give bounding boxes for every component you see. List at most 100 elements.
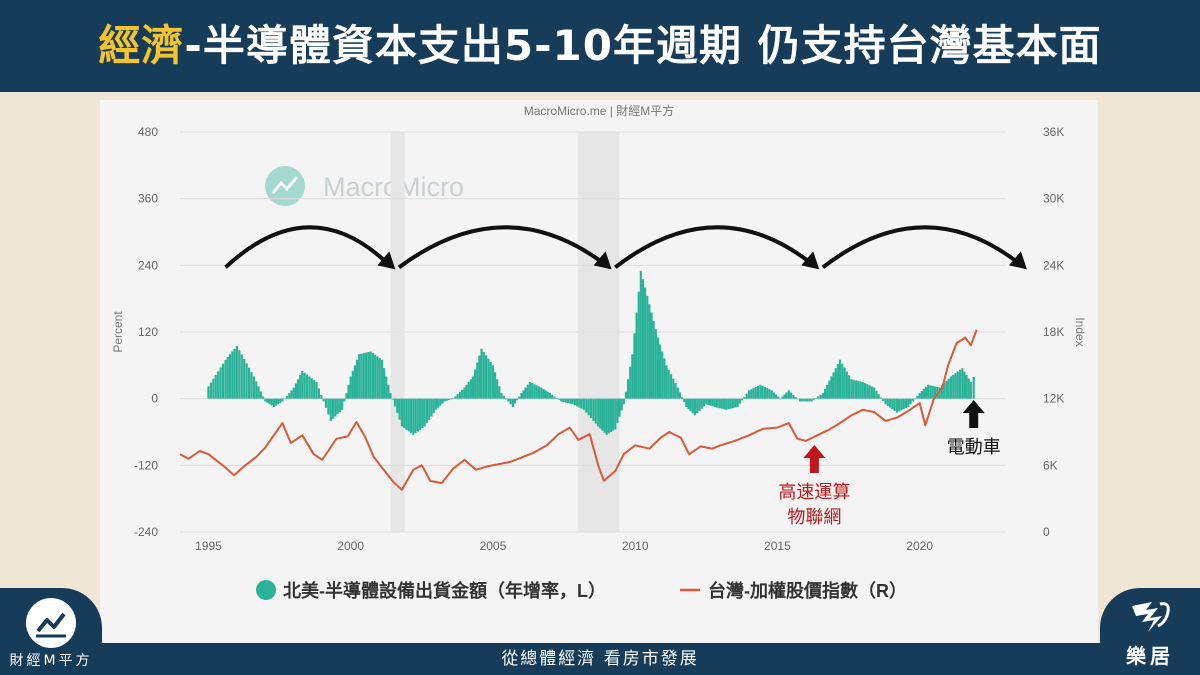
bar <box>766 388 769 399</box>
bar <box>338 398 341 412</box>
bar <box>478 355 481 399</box>
bird-logo-icon <box>1132 602 1170 632</box>
bar <box>873 387 876 399</box>
bar <box>587 398 590 416</box>
bar <box>612 398 615 431</box>
bar <box>393 398 397 407</box>
bar <box>283 398 286 400</box>
bar <box>792 394 795 399</box>
bar <box>689 398 692 412</box>
bar <box>759 384 762 399</box>
bar <box>826 384 829 399</box>
chart: MacroMicro.me | 財經M平方 MacroMicro Percent… <box>111 103 1087 601</box>
bar <box>777 396 780 399</box>
bar <box>646 295 649 399</box>
bar <box>315 382 318 399</box>
bar <box>522 390 525 399</box>
bar <box>841 363 844 399</box>
y-right-tick: 0 <box>1043 525 1050 539</box>
bar <box>609 398 613 432</box>
bar <box>656 337 660 399</box>
bar <box>665 365 668 399</box>
bar <box>648 304 651 399</box>
bar <box>620 398 623 411</box>
bar <box>518 396 521 399</box>
bar <box>945 380 948 399</box>
bar <box>403 398 406 429</box>
bar <box>922 388 926 399</box>
bar <box>376 356 379 399</box>
y-right-tick: 6K <box>1043 458 1058 472</box>
legend-label: 北美-半導體設備出貨金額（年增率，L） <box>283 580 606 601</box>
bar <box>902 398 905 410</box>
bar <box>487 358 490 399</box>
bar <box>947 378 950 399</box>
bar <box>416 398 419 432</box>
bar <box>383 368 386 399</box>
chart-source: MacroMicro.me | 財經M平方 <box>524 103 674 118</box>
bar <box>430 398 433 417</box>
bar <box>592 398 595 421</box>
bar <box>447 398 450 401</box>
bar <box>524 387 527 399</box>
bar <box>705 398 708 405</box>
annotation-arrow <box>803 445 826 473</box>
bar <box>573 398 576 406</box>
bar <box>474 369 477 399</box>
bar <box>414 398 417 434</box>
bar <box>654 329 657 399</box>
bar <box>277 398 280 405</box>
x-tick: 1995 <box>195 539 222 553</box>
bar <box>456 394 459 399</box>
cycle-arrow <box>821 225 1021 269</box>
bar <box>544 390 547 399</box>
bar <box>542 388 545 399</box>
bar <box>817 396 820 399</box>
bar <box>279 398 282 403</box>
bar <box>209 382 212 399</box>
bar <box>803 398 806 402</box>
bar <box>441 398 444 404</box>
bar <box>290 390 293 399</box>
bar <box>374 354 377 399</box>
bar <box>571 398 574 405</box>
bar <box>480 348 483 399</box>
bar <box>247 367 251 399</box>
bar <box>669 374 673 399</box>
bar <box>434 398 438 410</box>
bar <box>904 398 908 409</box>
bar <box>954 373 957 399</box>
bar <box>537 386 541 399</box>
bar <box>412 398 415 435</box>
bar <box>866 384 869 399</box>
bar <box>445 398 448 401</box>
bar <box>952 374 955 399</box>
y-left-tick: -240 <box>134 525 158 539</box>
bar <box>385 376 388 399</box>
bar <box>893 398 896 411</box>
cycle-arrow <box>224 225 389 269</box>
cycle-arrow <box>614 225 813 269</box>
bar <box>796 398 799 400</box>
bar <box>812 398 815 400</box>
bar <box>511 398 514 407</box>
x-tick: 2000 <box>337 539 364 553</box>
bar <box>528 382 532 399</box>
bar <box>564 398 567 403</box>
bar <box>533 384 536 399</box>
bar <box>616 398 619 423</box>
bar <box>425 398 429 424</box>
bar <box>857 380 860 399</box>
bar <box>489 362 492 399</box>
bar <box>310 378 313 399</box>
bar <box>713 398 716 407</box>
footer-slogan: 從總體經濟 看房市發展 <box>501 649 699 669</box>
bar <box>380 359 384 399</box>
bar <box>772 392 775 399</box>
bar <box>303 372 306 399</box>
bar <box>868 385 871 399</box>
bar <box>801 398 804 402</box>
bar <box>886 398 889 406</box>
bar <box>491 365 495 399</box>
bar <box>482 352 485 399</box>
